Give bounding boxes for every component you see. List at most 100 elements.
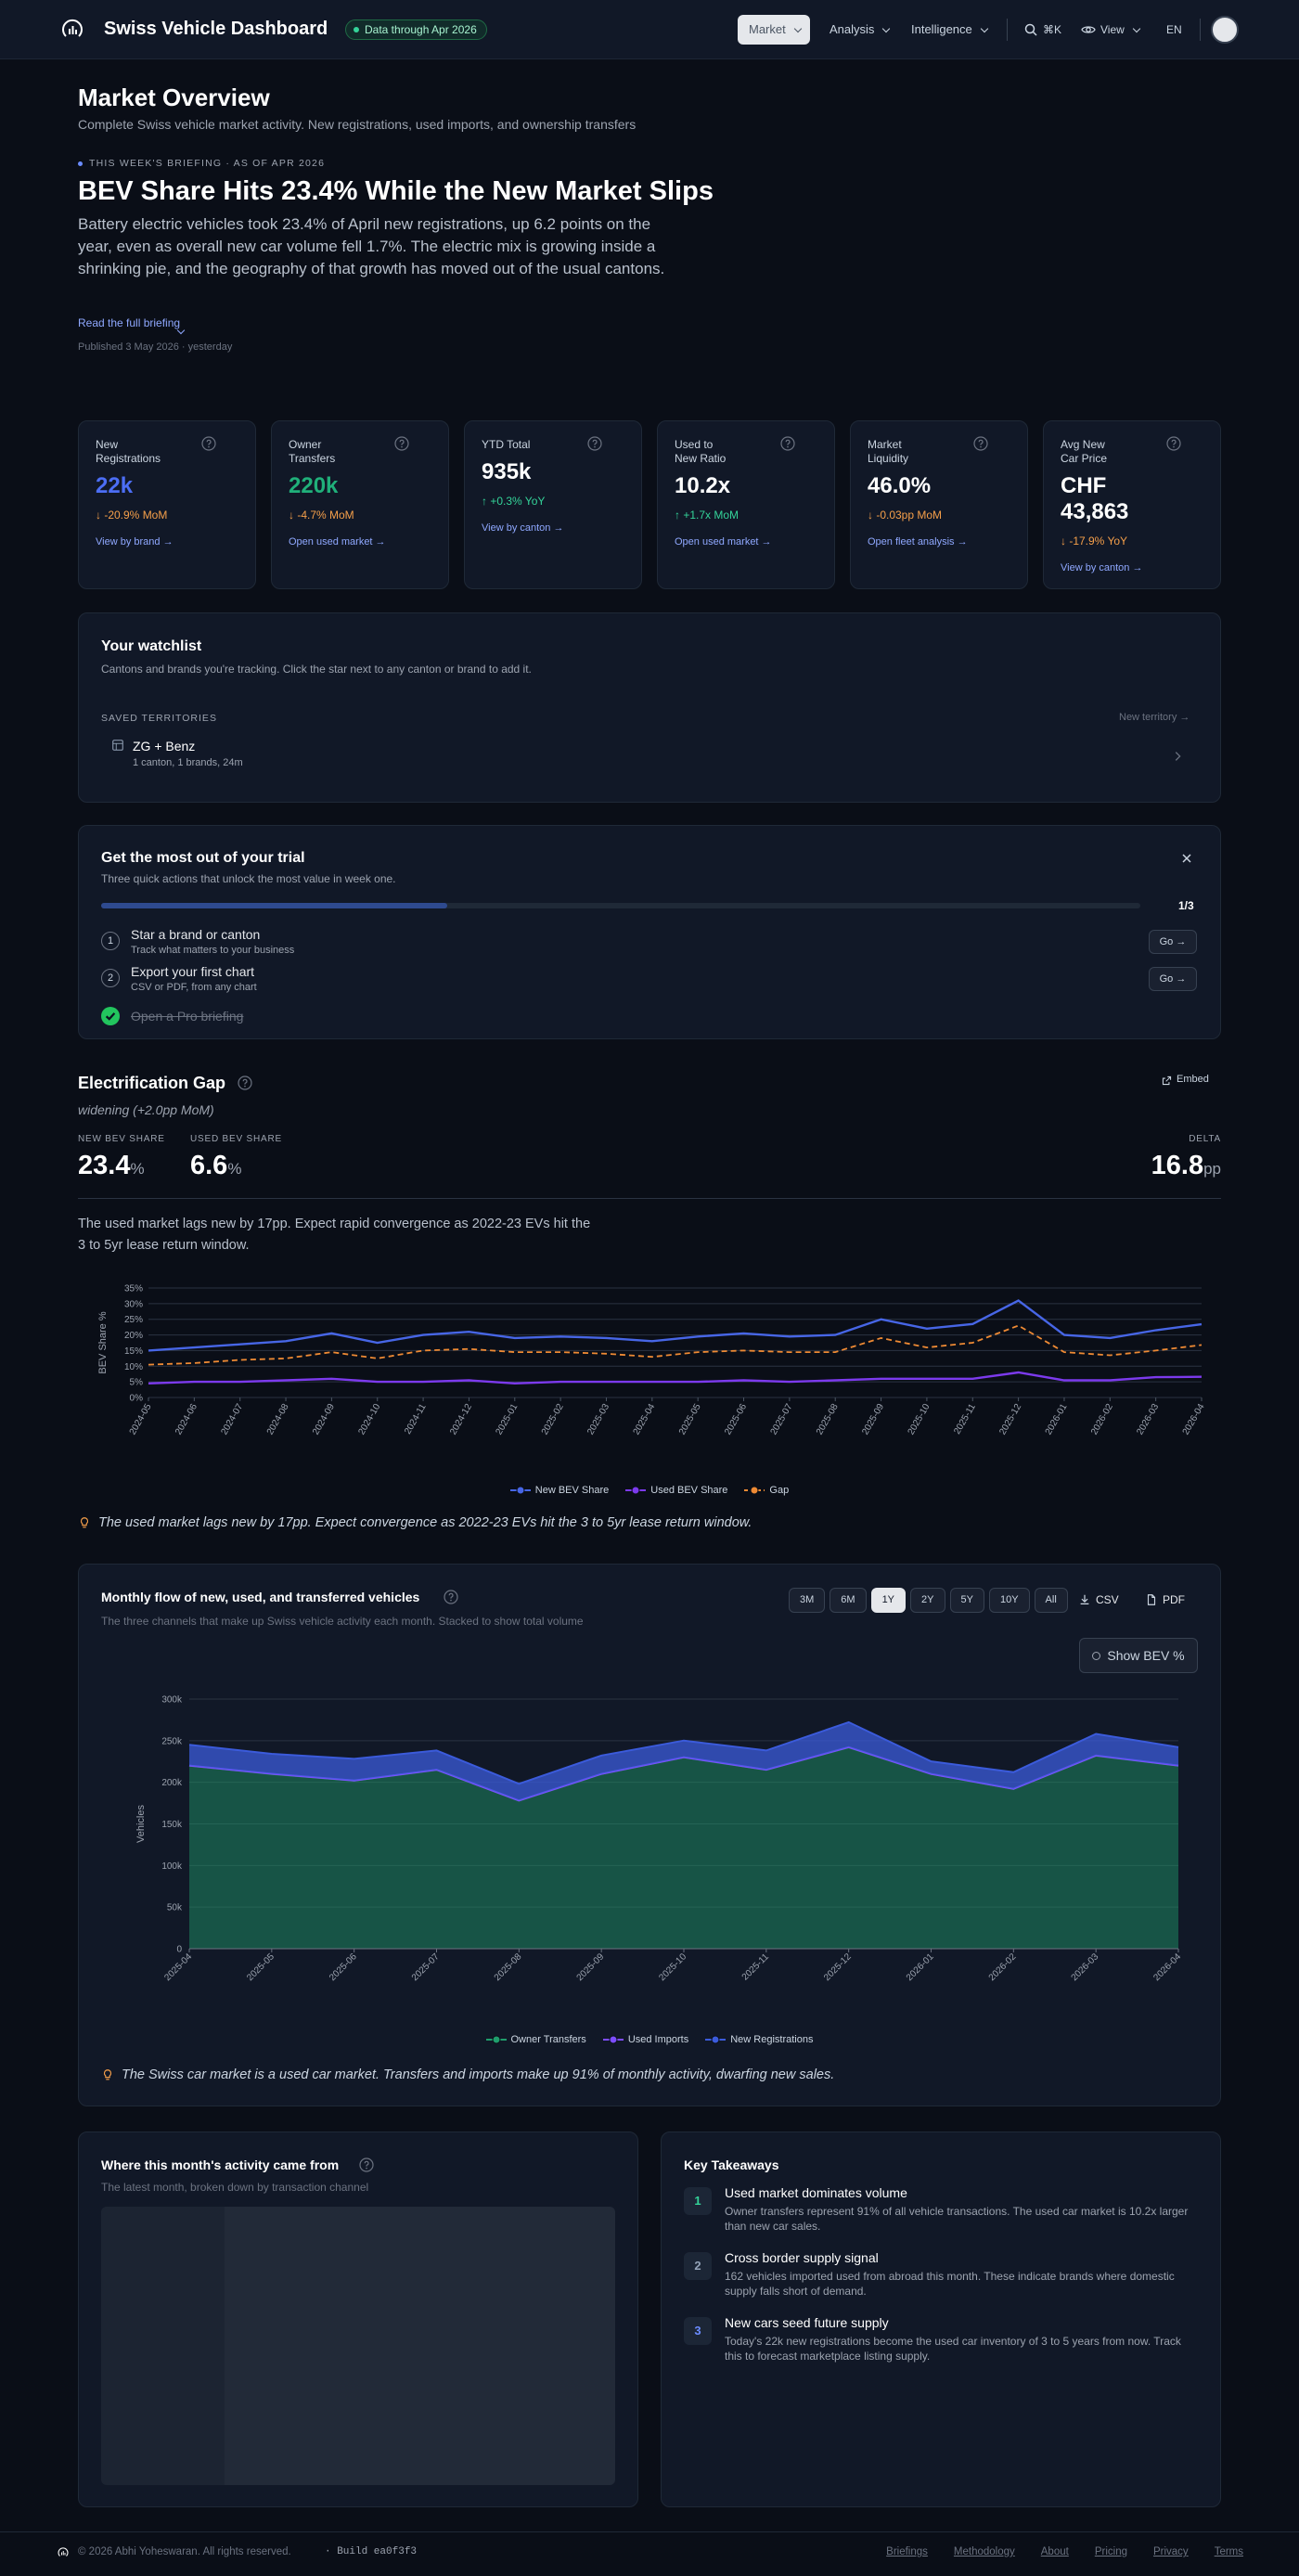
kpi-change: ↑ +0.3% YoY <box>482 495 546 508</box>
y-tick-label: 35% <box>124 1284 143 1294</box>
toggle-button[interactable]: Show BEV % <box>1079 1638 1198 1673</box>
icon-shape <box>401 445 403 448</box>
footer-link[interactable]: About <box>1040 2546 1069 2557</box>
icon-shape <box>587 436 602 451</box>
watch-item-name[interactable]: ZG + Benz <box>133 739 196 753</box>
icon-link <box>1162 1075 1172 1086</box>
nav-item[interactable]: Market <box>738 15 810 45</box>
watchlist-title: Your watchlist <box>101 638 202 654</box>
icon-help <box>587 436 602 451</box>
footer-link[interactable]: Methodology <box>953 2546 1015 2557</box>
footer-link[interactable]: Terms <box>1214 2546 1243 2557</box>
step-detail: Track what matters to your business <box>131 945 295 956</box>
icon-close[interactable] <box>1179 851 1194 866</box>
kpi-link[interactable]: Open used market → <box>675 536 772 547</box>
x-tick-label: 2025-10 <box>907 1402 932 1437</box>
y-tick-label: 0% <box>130 1394 144 1404</box>
y-tick-label: 5% <box>130 1378 144 1388</box>
icon-shape <box>1081 26 1096 33</box>
range-button[interactable]: 10Y <box>988 1588 1030 1613</box>
y-tick-label: 200k <box>161 1778 183 1788</box>
icon-shape <box>201 436 216 451</box>
x-tick-label: 2025-12 <box>997 1402 1023 1437</box>
icon-shape <box>1166 436 1181 451</box>
kpi-value: 935k <box>482 459 532 484</box>
takeaways-card <box>661 2132 1221 2507</box>
range-button[interactable]: 1Y <box>870 1588 907 1613</box>
kpi-link[interactable]: Open used market → <box>289 536 386 547</box>
avatar[interactable] <box>1211 16 1239 44</box>
footer-links: Briefings Methodology About Pricing Privacy T… <box>886 2546 1243 2557</box>
x-tick-label: 2025-12 <box>822 1951 854 1983</box>
divider <box>1200 19 1201 41</box>
step-detail: CSV or PDF, from any chart <box>131 982 257 993</box>
legend-item[interactable]: Used BEV Share <box>625 1485 727 1496</box>
icon-shape <box>101 1007 120 1025</box>
new-territory[interactable]: New territory → <box>1119 712 1190 723</box>
export-button[interactable]: CSV <box>1096 1593 1119 1606</box>
x-tick-label: 2024-08 <box>265 1402 291 1437</box>
kpi-link[interactable]: Open fleet analysis → <box>868 536 968 547</box>
data-badge: Data through Apr 2026 <box>345 19 487 40</box>
kpi-label: YTD Total <box>482 438 531 451</box>
range-button[interactable]: 2Y <box>910 1588 945 1613</box>
x-tick-label: 2025-05 <box>677 1402 703 1437</box>
legend-item[interactable]: New Registrations <box>705 2034 814 2045</box>
legend-marker <box>744 1486 765 1495</box>
icon-shape <box>62 2551 64 2556</box>
kpi-label: Used to New Ratio <box>675 438 727 465</box>
search-shortcut[interactable]: ⌘K <box>1043 23 1062 36</box>
icon-right <box>1175 752 1181 761</box>
range-button[interactable]: 5Y <box>949 1588 984 1613</box>
trend-label: widening (+2.0pp MoM) <box>78 1102 214 1117</box>
footer-link[interactable]: Briefings <box>886 2546 928 2557</box>
step-action[interactable]: Go → <box>1149 967 1197 991</box>
page-subtitle: Complete Swiss vehicle market activity. … <box>78 117 637 132</box>
legend-item[interactable]: New BEV Share <box>509 1485 609 1496</box>
divider <box>78 1198 1221 1199</box>
legend-label: New Registrations <box>730 2034 814 2045</box>
progress-label: 1/3 <box>1178 899 1194 912</box>
kpi-link[interactable]: View by canton → <box>482 522 564 534</box>
footer-link[interactable]: Pricing <box>1094 2546 1127 2557</box>
copyright: © 2026 Abhi Yoheswaran. All rights reser… <box>78 2546 291 2557</box>
export-button[interactable]: PDF <box>1163 1593 1185 1606</box>
nav-item[interactable]: Analysis <box>818 15 898 45</box>
step-action[interactable]: Go → <box>1149 930 1197 954</box>
watchlist-card <box>78 612 1221 803</box>
icon-search <box>1024 23 1037 36</box>
briefing-link[interactable]: Read the full briefing <box>78 316 193 329</box>
y-tick-label: 10% <box>124 1362 143 1372</box>
legend-item[interactable]: Gap <box>744 1485 789 1496</box>
legend-dot <box>516 1486 525 1495</box>
legend-marker <box>602 2035 624 2044</box>
icon-shape <box>366 2167 367 2170</box>
icon-shape <box>785 439 791 445</box>
kpi-value: 10.2x <box>675 473 731 498</box>
range-button[interactable]: 6M <box>830 1588 867 1613</box>
icon-shape <box>980 445 982 448</box>
kpi-link[interactable]: View by brand → <box>96 536 174 547</box>
build: · Build ea0f3f3 <box>325 2546 418 2557</box>
legend-item[interactable]: Used Imports <box>602 2034 688 2045</box>
icon-file <box>1147 1594 1156 1605</box>
x-tick-label: 2026-02 <box>1089 1402 1115 1437</box>
footer-link[interactable]: Privacy <box>1152 2546 1189 2557</box>
kpi-value: 46.0% <box>868 473 932 498</box>
legend-dot <box>631 1486 640 1495</box>
x-tick-label: 2024-09 <box>311 1402 337 1437</box>
range-button[interactable]: All <box>1034 1588 1068 1613</box>
range-button[interactable]: 3M <box>789 1588 826 1613</box>
view-menu[interactable]: View <box>1100 15 1149 45</box>
legend-item[interactable]: Owner Transfers <box>485 2034 586 2045</box>
kpi-link[interactable]: View by canton → <box>1061 562 1143 573</box>
nav-item[interactable]: Intelligence <box>900 15 997 45</box>
takeaway-title: New cars seed future supply <box>725 2315 889 2330</box>
embed-button[interactable]: Embed <box>1177 1074 1209 1085</box>
icon-shape <box>359 2157 374 2172</box>
briefing-label: THIS WEEK'S BRIEFING · AS OF APR 2026 <box>89 158 326 169</box>
language[interactable]: EN <box>1166 23 1182 36</box>
y-tick-label: 50k <box>167 1903 183 1913</box>
x-tick-label: 2025-10 <box>657 1951 688 1983</box>
